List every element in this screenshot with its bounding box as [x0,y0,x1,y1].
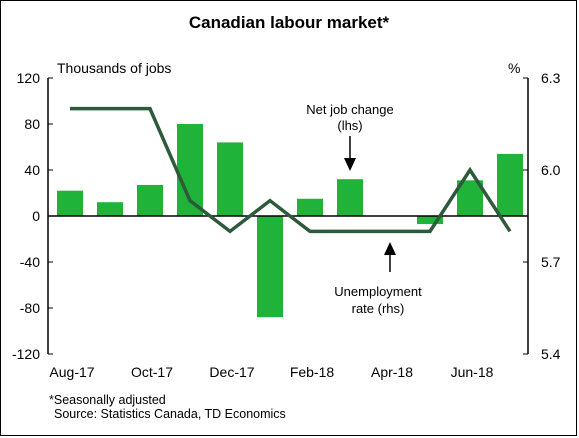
x-tick-label: Dec-17 [209,364,254,380]
x-tick-label: Oct-17 [131,364,173,380]
left-tick-label: -40 [20,254,40,270]
bars-annotation-arrow-head [344,158,356,171]
left-tick-label: 40 [24,162,40,178]
right-tick-labels: 6.3 6.0 5.7 5.4 [541,70,561,362]
x-tick-labels: Aug-17 Oct-17 Dec-17 Feb-18 Apr-18 Jun-18 [49,364,493,380]
left-tick-label: -120 [12,346,40,362]
line-annotation-arrow-head [384,242,396,255]
bar [297,198,323,216]
bar-series [57,124,523,318]
left-tick-label: -80 [20,300,40,316]
bar [257,216,283,318]
bars-annotation-line1: Net job change [306,102,393,117]
unemployment-rate-line [70,106,512,234]
bar [97,202,123,216]
bar [57,190,83,216]
left-tick-label: 0 [32,208,40,224]
right-axis-label: % [508,60,520,76]
bars-annotation: Net job change (lhs) [306,102,394,171]
left-tick-label: 80 [24,116,40,132]
line-annotation-line2: rate (rhs) [352,301,405,316]
right-tick-label: 5.4 [541,346,561,362]
bars-annotation-line2: (lhs) [337,118,362,133]
x-tick-label: Jun-18 [451,364,494,380]
left-tick-label: 120 [17,70,41,86]
line-annotation: Unemployment rate (rhs) [334,242,422,316]
line-annotation-line1: Unemployment [334,284,422,299]
x-tick-label: Apr-18 [371,364,413,380]
line-series [70,106,512,234]
x-tick-label: Feb-18 [290,364,335,380]
bar [417,216,443,225]
right-tick-label: 6.3 [541,70,561,86]
bar [497,153,523,216]
x-tick-label: Aug-17 [49,364,94,380]
bar [217,142,243,216]
left-tick-labels: 120 80 40 0 -40 -80 -120 [12,70,40,362]
right-tick-label: 5.7 [541,254,561,270]
right-tick-label: 6.0 [541,162,561,178]
chart-title: Canadian labour market* [189,13,390,32]
bar [337,179,363,216]
left-axis-label: Thousands of jobs [57,60,171,76]
footnote-seasonal: *Seasonally adjusted [49,393,166,407]
footnote-source: Source: Statistics Canada, TD Economics [54,407,286,421]
bar [137,184,163,216]
